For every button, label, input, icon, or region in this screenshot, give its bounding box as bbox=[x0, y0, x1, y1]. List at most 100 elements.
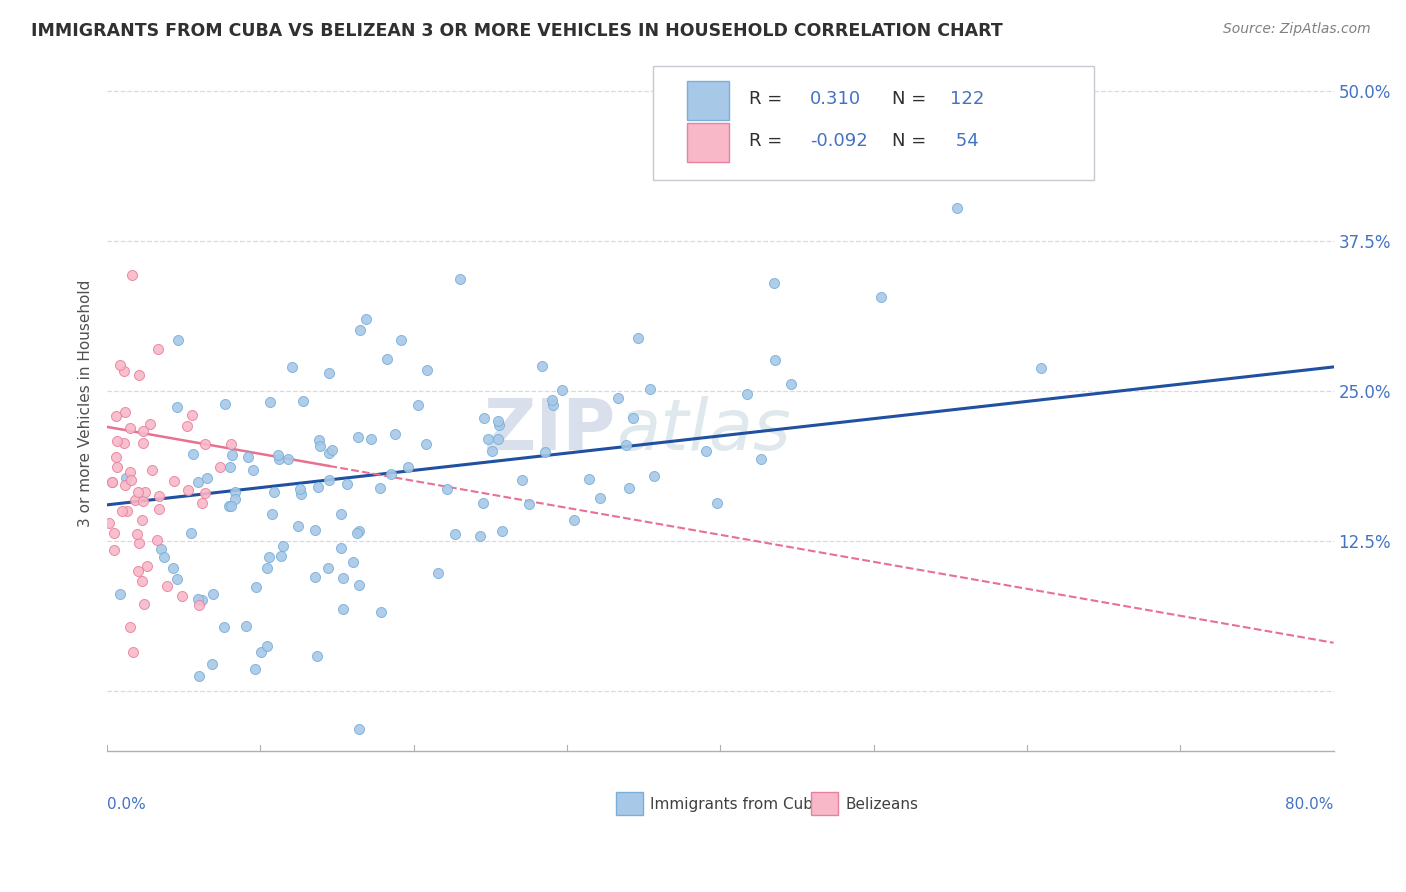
Point bbox=[212, 620, 235, 634]
Point bbox=[138, 417, 160, 431]
Point bbox=[193, 486, 215, 500]
Point bbox=[735, 387, 758, 401]
Point bbox=[307, 480, 329, 494]
Point bbox=[309, 439, 332, 453]
Point bbox=[347, 429, 370, 443]
Point bbox=[148, 502, 170, 516]
Point bbox=[621, 410, 644, 425]
Point bbox=[118, 465, 141, 479]
FancyBboxPatch shape bbox=[688, 122, 728, 161]
Point bbox=[187, 598, 209, 612]
Point bbox=[332, 571, 354, 585]
Point bbox=[101, 475, 124, 489]
Point bbox=[121, 645, 143, 659]
Point bbox=[627, 331, 650, 345]
Text: atlas: atlas bbox=[616, 396, 790, 466]
Point bbox=[141, 463, 163, 477]
Point bbox=[146, 342, 169, 356]
Point bbox=[131, 574, 153, 589]
FancyBboxPatch shape bbox=[811, 792, 838, 815]
Point bbox=[332, 602, 354, 616]
Point bbox=[318, 560, 340, 574]
Point bbox=[270, 549, 292, 563]
Point bbox=[108, 587, 131, 601]
Point bbox=[288, 482, 311, 496]
Point bbox=[370, 605, 392, 619]
Point bbox=[245, 581, 267, 595]
Point bbox=[762, 276, 785, 290]
Point bbox=[370, 481, 392, 495]
Point bbox=[277, 452, 299, 467]
Text: ZIP: ZIP bbox=[484, 396, 616, 466]
Point bbox=[398, 460, 420, 475]
Point bbox=[156, 579, 179, 593]
Point bbox=[375, 351, 398, 366]
Point bbox=[187, 591, 209, 606]
Point bbox=[103, 525, 125, 540]
Point bbox=[259, 395, 281, 409]
Point bbox=[780, 377, 803, 392]
Point bbox=[98, 516, 121, 531]
Point bbox=[257, 549, 280, 564]
Point bbox=[104, 450, 127, 464]
Point bbox=[281, 360, 304, 375]
Point bbox=[219, 499, 242, 513]
Point bbox=[290, 487, 312, 501]
Point bbox=[115, 504, 138, 518]
Point bbox=[406, 398, 429, 412]
Text: 54: 54 bbox=[949, 132, 979, 150]
Point bbox=[202, 587, 225, 601]
Point bbox=[208, 460, 231, 475]
Point bbox=[250, 645, 273, 659]
Point bbox=[318, 446, 340, 460]
Point bbox=[472, 410, 495, 425]
Text: N =: N = bbox=[891, 132, 932, 150]
Point bbox=[124, 492, 146, 507]
Point bbox=[870, 290, 893, 304]
Point bbox=[180, 526, 202, 541]
Text: Source: ZipAtlas.com: Source: ZipAtlas.com bbox=[1223, 22, 1371, 37]
Point bbox=[145, 533, 167, 547]
Point bbox=[166, 400, 188, 414]
Point bbox=[176, 419, 198, 434]
Point bbox=[134, 485, 156, 500]
Point bbox=[121, 268, 143, 283]
Point bbox=[120, 473, 142, 487]
Point bbox=[114, 477, 136, 491]
Point bbox=[191, 592, 214, 607]
Point bbox=[360, 432, 382, 446]
Point bbox=[517, 497, 540, 511]
Point bbox=[354, 311, 377, 326]
Point bbox=[224, 485, 246, 500]
Point bbox=[181, 447, 204, 461]
Text: IMMIGRANTS FROM CUBA VS BELIZEAN 3 OR MORE VEHICLES IN HOUSEHOLD CORRELATION CHA: IMMIGRANTS FROM CUBA VS BELIZEAN 3 OR MO… bbox=[31, 22, 1002, 40]
Point bbox=[188, 669, 211, 683]
FancyBboxPatch shape bbox=[616, 792, 643, 815]
Point bbox=[108, 358, 131, 372]
Point bbox=[470, 529, 492, 543]
Point bbox=[614, 438, 637, 452]
Point bbox=[191, 495, 214, 509]
Point bbox=[115, 471, 138, 485]
Point bbox=[541, 397, 564, 411]
Point bbox=[415, 363, 437, 377]
Point bbox=[235, 619, 257, 633]
Point bbox=[111, 504, 134, 518]
Text: 0.0%: 0.0% bbox=[107, 797, 146, 812]
Point bbox=[271, 539, 294, 553]
Text: R =: R = bbox=[748, 132, 787, 150]
Point bbox=[307, 648, 329, 663]
Point bbox=[132, 494, 155, 508]
Point bbox=[304, 570, 326, 584]
Point bbox=[1031, 361, 1053, 376]
Point bbox=[112, 436, 135, 450]
Point bbox=[763, 352, 786, 367]
Point bbox=[132, 436, 155, 450]
Point bbox=[163, 475, 186, 489]
Point bbox=[224, 491, 246, 506]
Point bbox=[153, 549, 176, 564]
Point bbox=[530, 359, 553, 374]
Point bbox=[415, 437, 437, 451]
Point bbox=[946, 201, 969, 215]
Point bbox=[132, 597, 155, 611]
